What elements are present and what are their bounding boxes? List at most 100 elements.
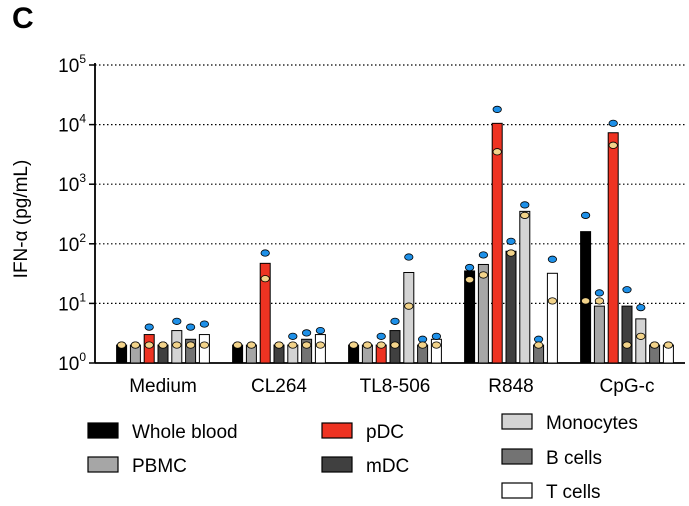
donor-dot-b-cells-r848-2 xyxy=(533,341,544,349)
donor-dot-whole-blood-r848-2 xyxy=(464,276,475,284)
donor-dot-monocytes-tl8-506-1 xyxy=(404,253,414,261)
donor-dot-mdc-cl264-2 xyxy=(274,341,284,349)
bar-pdc-r848 xyxy=(491,122,503,364)
donor-dot-pdc-medium-2 xyxy=(144,341,154,349)
x-tick-label-tl8-506: TL8-506 xyxy=(360,376,431,397)
donor-dot-monocytes-cl264-1 xyxy=(288,332,298,340)
y-tick-label-1: 101 xyxy=(58,290,86,315)
donor-dot-b-cells-medium-2 xyxy=(186,341,196,349)
legend-swatch-monocytes xyxy=(501,413,533,430)
bar-mdc-cpg-c xyxy=(621,305,633,364)
donor-dot-b-cells-cpg-c-2 xyxy=(649,341,660,349)
bar-pdc-medium xyxy=(143,334,155,364)
legend-swatch-pdc xyxy=(321,422,353,439)
donor-dot-monocytes-cl264-2 xyxy=(288,341,298,349)
legend-swatch-mdc xyxy=(321,456,353,473)
bar-b-cells-cl264 xyxy=(301,338,313,364)
donor-dot-pdc-cl264-1 xyxy=(260,249,270,257)
bar-pdc-cpg-c xyxy=(607,132,619,364)
donor-dot-whole-blood-medium-2 xyxy=(117,341,127,349)
panel-label: C xyxy=(12,2,34,35)
bar-t-cells-r848 xyxy=(546,272,558,364)
bar-pbmc-r848 xyxy=(477,263,489,364)
donor-dot-mdc-r848-1 xyxy=(506,237,516,245)
donor-dot-monocytes-medium-2 xyxy=(172,341,182,349)
donor-dot-b-cells-cl264-2 xyxy=(301,341,312,349)
donor-dot-whole-blood-cpg-c-1 xyxy=(580,211,591,219)
donor-dot-pbmc-cl264-2 xyxy=(246,341,256,349)
bar-t-cells-medium xyxy=(198,334,210,364)
donor-dot-t-cells-r848-2 xyxy=(547,297,558,305)
donor-dot-monocytes-medium-1 xyxy=(172,317,182,325)
donor-dot-pdc-medium-1 xyxy=(144,323,154,331)
legend-swatch-b-cells xyxy=(501,448,533,465)
donor-dot-pdc-tl8-506-1 xyxy=(376,332,386,340)
donor-dot-monocytes-r848-2 xyxy=(520,211,530,219)
donor-dot-mdc-r848-2 xyxy=(506,249,516,257)
bar-pbmc-cpg-c xyxy=(593,305,605,364)
legend-swatch-pbmc xyxy=(87,456,119,473)
donor-dot-t-cells-tl8-506-2 xyxy=(431,341,441,349)
donor-dot-pdc-cpg-c-1 xyxy=(608,119,618,127)
donor-dot-mdc-tl8-506-1 xyxy=(390,317,400,325)
y-tick-label-5: 105 xyxy=(58,52,86,77)
legend-label-t-cells: T cells xyxy=(546,482,601,503)
legend-label-whole-blood: Whole blood xyxy=(132,422,238,443)
donor-dot-t-cells-medium-1 xyxy=(199,320,209,328)
bar-monocytes-r848 xyxy=(519,210,531,364)
donor-dot-monocytes-cpg-c-1 xyxy=(636,304,646,312)
donor-dot-mdc-medium-2 xyxy=(158,341,168,349)
donor-dot-pdc-r848-1 xyxy=(492,105,502,113)
donor-dot-pdc-cpg-c-2 xyxy=(608,141,618,149)
donor-dot-monocytes-r848-1 xyxy=(520,201,530,209)
donor-dot-pbmc-r848-1 xyxy=(478,251,488,259)
donor-dot-pbmc-tl8-506-2 xyxy=(362,341,372,349)
x-tick-label-cl264: CL264 xyxy=(251,376,307,397)
x-tick-label-medium: Medium xyxy=(129,376,197,397)
bar-whole-blood-r848 xyxy=(464,270,476,364)
bar-monocytes-tl8-506 xyxy=(403,271,415,364)
bar-whole-blood-cpg-c xyxy=(580,231,592,364)
y-tick-label-0: 100 xyxy=(58,350,86,375)
bar-monocytes-cpg-c xyxy=(635,318,647,364)
donor-dot-t-cells-cl264-1 xyxy=(315,326,325,335)
donor-dot-t-cells-medium-2 xyxy=(199,341,209,349)
donor-dot-t-cells-cl264-2 xyxy=(315,341,325,349)
x-tick-label-r848: R848 xyxy=(488,376,533,397)
legend-label-b-cells: B cells xyxy=(546,448,602,469)
x-tick-label-cpg-c: CpG-c xyxy=(600,376,655,397)
donor-dot-b-cells-tl8-506-2 xyxy=(417,341,428,349)
bar-t-cells-cl264 xyxy=(314,334,326,364)
donor-dot-t-cells-r848-1 xyxy=(547,255,558,263)
donor-dot-whole-blood-r848-1 xyxy=(464,263,475,272)
donor-dot-monocytes-tl8-506-2 xyxy=(404,302,414,310)
legend-label-mdc: mDC xyxy=(366,456,409,477)
donor-dot-b-cells-medium-1 xyxy=(186,323,196,331)
legend-label-monocytes: Monocytes xyxy=(546,413,638,434)
donor-dot-t-cells-cpg-c-2 xyxy=(663,341,674,349)
donor-dot-pdc-tl8-506-2 xyxy=(376,341,386,349)
donor-dot-whole-blood-cpg-c-2 xyxy=(580,297,591,305)
donor-dot-mdc-tl8-506-2 xyxy=(390,341,400,349)
y-tick-label-2: 102 xyxy=(58,231,86,256)
bar-b-cells-medium xyxy=(185,338,197,364)
donor-dot-mdc-cpg-c-1 xyxy=(622,286,632,294)
donor-dot-pbmc-cpg-c-1 xyxy=(594,289,605,297)
donor-dot-monocytes-cpg-c-2 xyxy=(636,332,646,340)
legend-swatch-t-cells xyxy=(501,482,533,499)
donor-dot-pdc-r848-2 xyxy=(492,148,502,156)
donor-dot-whole-blood-tl8-506-2 xyxy=(348,341,359,349)
donor-dot-pbmc-medium-2 xyxy=(130,341,140,349)
donor-dot-whole-blood-cl264-2 xyxy=(233,341,243,349)
bar-mdc-r848 xyxy=(505,250,517,364)
legend-label-pdc: pDC xyxy=(366,422,404,443)
y-axis-label: IFN-α (pg/mL) xyxy=(11,160,32,279)
donor-dot-pbmc-r848-2 xyxy=(478,271,488,279)
donor-dot-pdc-cl264-2 xyxy=(260,275,270,283)
donor-dot-b-cells-cl264-1 xyxy=(301,329,312,337)
y-tick-label-3: 103 xyxy=(58,171,86,196)
donor-dot-t-cells-tl8-506-1 xyxy=(431,332,441,340)
donor-dot-mdc-cpg-c-2 xyxy=(622,341,632,349)
donor-dot-pbmc-cpg-c-2 xyxy=(594,297,605,305)
